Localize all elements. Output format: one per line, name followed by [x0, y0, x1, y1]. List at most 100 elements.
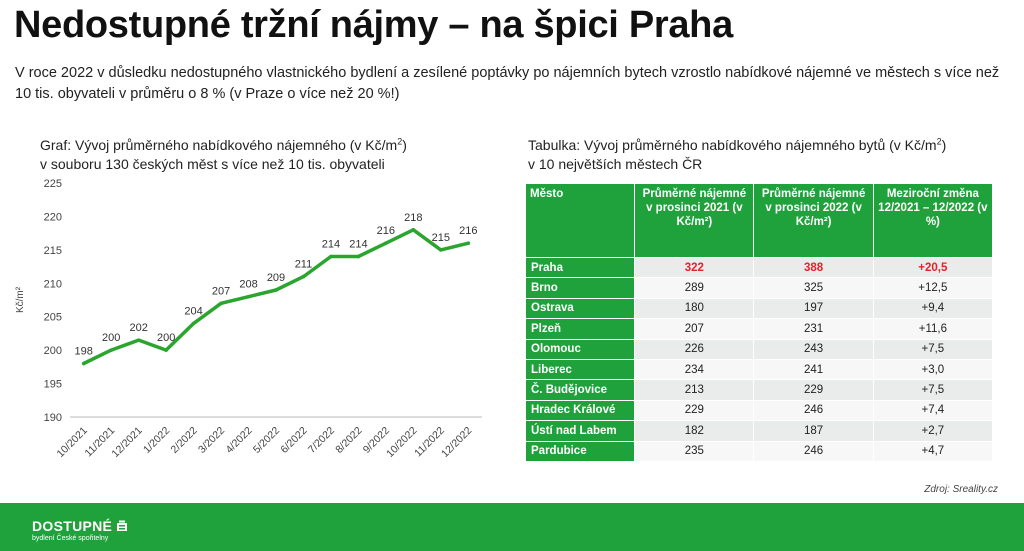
y-tick-label: 210: [44, 278, 62, 290]
cell-city: Pardubice: [524, 440, 636, 462]
y-tick-label: 200: [44, 345, 62, 357]
cell-rent-2021: 229: [634, 399, 755, 422]
table-row: Ostrava 180 197 +9,4: [524, 297, 994, 320]
table-caption-line1-end: ): [941, 137, 947, 153]
data-point: [191, 321, 196, 326]
cell-city: Č. Budějovice: [524, 379, 636, 401]
data-point: [246, 294, 251, 299]
cell-rent-2021: 289: [634, 277, 755, 299]
x-tick-label: 8/2022: [333, 425, 364, 456]
data-point: [384, 241, 388, 245]
data-point: [136, 338, 141, 342]
cell-rent-2021: 234: [634, 358, 755, 381]
y-axis-label: Kč/m²: [15, 286, 26, 313]
y-tick-label: 190: [44, 412, 62, 424]
table-row: Ústí nad Labem 182 187 +2,7: [524, 420, 994, 442]
data-label: 218: [404, 212, 422, 224]
table-row: Plzeň 207 231 +11,6: [524, 318, 994, 340]
x-tick-label: 4/2022: [223, 425, 254, 456]
cell-rent-2022: 243: [753, 338, 874, 360]
cell-yoy-change: +2,7: [872, 420, 994, 442]
data-point: [274, 288, 278, 292]
cell-rent-2021: 322: [634, 256, 755, 279]
data-point: [466, 241, 471, 245]
data-point: [109, 348, 113, 352]
cell-rent-2021: 235: [634, 440, 755, 462]
table-row: Praha 322 388 +20,5: [524, 256, 994, 279]
cell-yoy-change: +12,5: [872, 277, 994, 299]
x-tick-label: 3/2022: [196, 425, 227, 456]
cell-rent-2021: 180: [634, 297, 755, 320]
data-label: 215: [432, 232, 450, 244]
data-point: [411, 228, 416, 232]
chart-caption: Graf: Vývoj průměrného nabídkového nájem…: [40, 136, 480, 174]
x-tick-label: 10/2021: [55, 425, 90, 460]
x-tick-label: 2/2022: [169, 425, 200, 456]
cell-yoy-change: +7,4: [872, 399, 994, 422]
cell-rent-2022: 197: [753, 297, 874, 320]
x-tick-label: 10/2022: [384, 425, 419, 460]
bank-logo-icon: [117, 520, 128, 531]
chart-caption-line1-end: ): [402, 137, 407, 153]
data-label: 204: [184, 305, 202, 317]
data-label: 200: [157, 332, 175, 344]
data-label: 207: [212, 285, 230, 297]
cell-city: Olomouc: [524, 338, 636, 360]
series-line: [81, 228, 471, 366]
y-tick-label: 215: [44, 245, 62, 257]
table-row: Pardubice 235 246 +4,7: [524, 440, 994, 462]
cell-yoy-change: +11,6: [872, 318, 994, 340]
table-caption-line2: v 10 největších městech ČR: [528, 156, 703, 172]
table-caption-line1: Tabulka: Vývoj průměrného nabídkového ná…: [528, 137, 937, 153]
x-tick-label: 5/2022: [251, 425, 282, 456]
city-rent-table: Město Průměrné nájemné v prosinci 2021 (…: [524, 183, 994, 462]
cell-city: Hradec Králové: [524, 399, 636, 422]
data-point: [329, 254, 333, 259]
data-label: 198: [75, 346, 93, 358]
table-caption: Tabulka: Vývoj průměrného nabídkového ná…: [528, 136, 1008, 174]
brand-name: DOSTUPNÉ: [32, 518, 113, 534]
data-point: [439, 248, 443, 252]
cell-rent-2022: 325: [753, 277, 874, 299]
page-title: Nedostupné tržní nájmy – na špici Praha: [14, 4, 733, 46]
data-point: [301, 274, 306, 279]
data-label: 208: [239, 279, 257, 291]
cell-rent-2022: 187: [753, 420, 874, 442]
brand-tagline: bydlení České spořitelny: [32, 535, 109, 542]
brand-logo: DOSTUPNÉ bydlení České spořitelny: [32, 518, 128, 542]
chart-caption-line1: Graf: Vývoj průměrného nabídkového nájem…: [40, 137, 398, 153]
data-point: [164, 348, 168, 352]
data-point: [219, 301, 223, 306]
header-city: Město: [524, 183, 636, 258]
y-tick-label: 225: [44, 178, 62, 190]
data-label: 216: [459, 225, 477, 237]
rent-line-chart: Kč/m²19019520020521021522022510/202111/2…: [15, 178, 482, 460]
cell-city: Ostrava: [524, 297, 636, 320]
header-rent-2021: Průměrné nájemné v prosinci 2021 (v Kč/m…: [634, 183, 755, 258]
x-tick-label: 12/2022: [439, 425, 474, 460]
table-caption-sup: 2: [936, 136, 942, 147]
table-row: Č. Budějovice 213 229 +7,5: [524, 379, 994, 401]
table-row: Hradec Králové 229 246 +7,4: [524, 399, 994, 422]
data-label: 214: [322, 239, 340, 251]
data-point: [81, 361, 86, 366]
y-tick-label: 195: [44, 379, 62, 391]
footer-bar: DOSTUPNÉ bydlení České spořitelny: [0, 503, 1024, 551]
cell-rent-2022: 231: [753, 318, 874, 340]
source-note: Zdroj: Sreality.cz: [924, 484, 998, 495]
cell-rent-2021: 207: [634, 318, 755, 340]
data-label: 211: [295, 259, 313, 271]
data-label: 214: [349, 239, 367, 251]
cell-rent-2022: 229: [753, 379, 874, 401]
cell-rent-2022: 246: [753, 440, 874, 462]
cell-yoy-change: +4,7: [872, 440, 994, 462]
chart-caption-line2: v souboru 130 českých měst s více než 10…: [40, 156, 385, 172]
cell-city: Ústí nad Labem: [524, 420, 636, 442]
cell-rent-2021: 213: [634, 379, 755, 401]
cell-rent-2022: 241: [753, 358, 874, 381]
x-tick-label: 7/2022: [306, 425, 337, 456]
cell-yoy-change: +20,5: [872, 256, 994, 279]
cell-yoy-change: +3,0: [872, 358, 994, 381]
data-label: 202: [129, 322, 147, 334]
cell-yoy-change: +7,5: [872, 379, 994, 401]
